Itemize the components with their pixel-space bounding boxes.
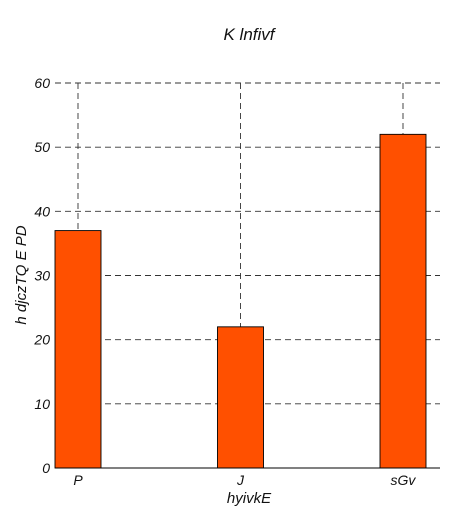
bar-J (217, 326, 264, 469)
y-tick-label: 40 (34, 203, 50, 219)
y-tick-labels: 0 10 20 30 40 50 60 (33, 75, 50, 476)
bars (54, 133, 427, 469)
y-tick-label: 50 (34, 139, 50, 155)
x-tick-label: P (73, 472, 83, 488)
bar-sGv (379, 133, 427, 469)
y-tick-label: 0 (42, 460, 50, 476)
bar-P (54, 230, 102, 469)
chart-title: K lnfivf (223, 25, 276, 44)
x-axis-label: hyivkE (227, 490, 272, 507)
y-tick-label: 30 (34, 268, 50, 284)
y-tick-label: 60 (34, 75, 50, 91)
x-tick-label: sGv (391, 472, 417, 488)
x-tick-label: J (236, 472, 245, 488)
y-tick-label: 10 (34, 396, 50, 412)
y-tick-label: 20 (33, 332, 50, 348)
y-axis-label: h djczTQ E PD (13, 225, 30, 324)
